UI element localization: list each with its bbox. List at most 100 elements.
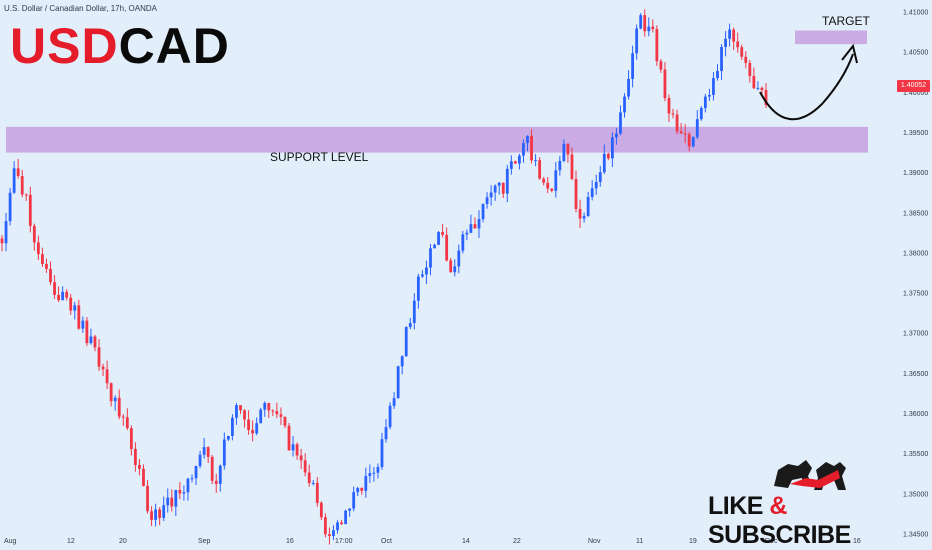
candle-body: [582, 216, 586, 219]
time-axis: Aug 12 20 Sep 16 17:00 Oct 14 22 Nov 11 19 Dec 16: [4, 538, 861, 545]
candle-body: [85, 320, 89, 344]
candle-body: [178, 489, 182, 494]
candle-body: [311, 482, 315, 484]
current-price-badge: 1.40052: [897, 80, 930, 92]
candle-body: [125, 417, 129, 429]
y-tick-label: 1.38500: [903, 210, 928, 217]
candle-body: [425, 267, 428, 275]
candle-body: [526, 135, 529, 144]
candle-body: [263, 403, 267, 410]
candle-body: [186, 478, 190, 493]
candle-body: [598, 172, 602, 182]
x-tick-label: 16: [286, 538, 294, 545]
candle-body: [69, 297, 73, 311]
candle-body: [752, 76, 756, 89]
candle-body: [222, 439, 226, 466]
candle-body: [416, 276, 420, 301]
x-tick-label: 20: [119, 538, 127, 545]
candle-body: [663, 69, 667, 99]
candle-body: [352, 492, 356, 509]
candle-body: [150, 511, 153, 520]
candle-body: [202, 447, 206, 455]
candle-body: [449, 260, 453, 273]
candle-body: [328, 534, 331, 536]
target-zone: [795, 30, 867, 45]
candle-body: [489, 192, 493, 198]
candle-body: [691, 137, 695, 147]
candle-body: [323, 517, 327, 535]
candle-body: [635, 28, 639, 54]
x-tick-label: 14: [462, 538, 470, 545]
candle-body: [513, 161, 517, 164]
candle-body: [675, 114, 679, 132]
candle-body: [724, 38, 727, 47]
candle-body: [348, 508, 352, 511]
y-tick-label: 1.35500: [903, 451, 928, 458]
candle-body: [433, 244, 436, 249]
candle-body: [437, 232, 440, 245]
candle-body: [247, 419, 250, 430]
candle-body: [24, 194, 28, 196]
candle-body: [214, 480, 218, 484]
candle-body: [283, 416, 287, 426]
candle-body: [117, 397, 121, 417]
candle-body: [315, 482, 319, 503]
candle-body: [509, 161, 513, 169]
candle-body: [279, 414, 283, 417]
x-tick-label: 22: [513, 538, 521, 545]
candle-body: [8, 192, 12, 222]
x-tick-label: Dec: [765, 538, 778, 545]
candle-body: [319, 502, 323, 518]
candle-body: [182, 492, 186, 494]
candle-body: [295, 444, 299, 456]
y-tick-label: 1.39000: [903, 170, 928, 177]
price-axis: 1.41000 1.40500 1.40000 1.39500 1.39000 1.385…: [903, 10, 928, 539]
candle-body: [421, 274, 424, 277]
candle-body: [497, 182, 501, 186]
candle-body: [4, 221, 8, 244]
candle-body: [538, 160, 542, 179]
projection-arrow: [759, 53, 854, 121]
y-tick-label: 1.40000: [903, 90, 928, 97]
candle-body: [619, 112, 622, 134]
candle-body: [303, 460, 307, 473]
candle-body: [736, 41, 740, 48]
y-tick-label: 1.34500: [903, 531, 928, 538]
candle-body: [651, 26, 655, 30]
candle-body: [372, 472, 376, 474]
candle-body: [522, 143, 525, 156]
candle-body: [461, 234, 465, 251]
candle-body: [586, 197, 590, 217]
x-tick-label: Aug: [4, 538, 17, 545]
brand-title: USDCAD: [10, 18, 230, 74]
candle-body: [703, 96, 707, 109]
candle-body: [198, 454, 202, 466]
projection-arrowhead: [841, 43, 858, 64]
cta-like: LIKE: [708, 492, 763, 520]
candle-body: [376, 467, 380, 473]
candle-body: [631, 53, 635, 79]
candle-body: [542, 178, 546, 183]
candle-body: [639, 15, 643, 29]
candle-body: [404, 327, 408, 357]
candle-body: [97, 347, 101, 367]
candle-body: [61, 291, 65, 301]
candle-body: [226, 435, 230, 440]
candle-body: [477, 219, 481, 229]
candle-body: [45, 263, 48, 269]
x-tick-label: Oct: [381, 538, 392, 545]
candle-body: [687, 134, 691, 147]
candle-body: [235, 405, 238, 418]
y-tick-label: 1.38000: [903, 250, 928, 257]
candle-body: [364, 475, 368, 491]
x-tick-label: 11: [636, 538, 643, 545]
candle-body: [142, 468, 145, 486]
candle-body: [546, 182, 550, 189]
candle-body: [243, 410, 246, 420]
candle-body: [259, 409, 263, 424]
candle-body: [49, 268, 52, 283]
candle-body: [340, 522, 343, 524]
candle-body: [453, 266, 457, 273]
candle-body: [194, 465, 198, 479]
candle-body: [392, 398, 396, 406]
